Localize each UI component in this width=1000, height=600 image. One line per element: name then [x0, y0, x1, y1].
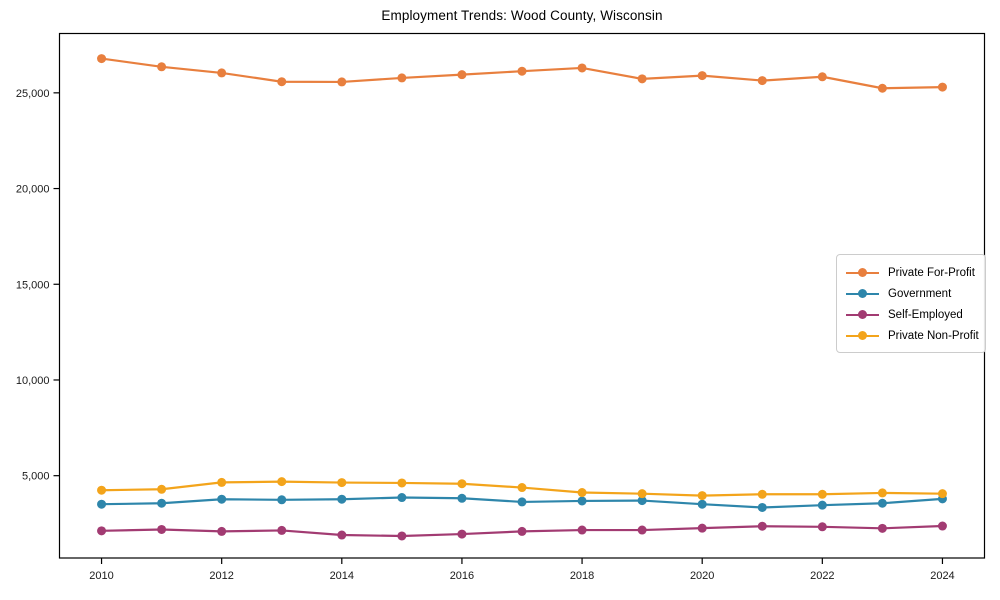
- data-point-government-2015: [397, 493, 407, 503]
- x-axis-tick-label: 2020: [690, 570, 714, 582]
- data-point-government-2018: [577, 496, 587, 506]
- data-point-self-employed-2016: [457, 529, 467, 539]
- y-axis-tick-label: 20,000: [16, 184, 50, 196]
- data-point-private-non-profit-2012: [217, 477, 227, 487]
- data-point-private-non-profit-2018: [577, 488, 587, 498]
- line-marker-swatch-icon: [846, 288, 879, 299]
- line-marker-swatch-icon: [846, 309, 879, 320]
- data-point-self-employed-2022: [817, 522, 827, 532]
- data-point-private-for-profit-2018: [577, 63, 587, 73]
- data-point-private-non-profit-2022: [817, 489, 827, 499]
- legend-item-private-non-profit: Private Non-Profit: [846, 325, 979, 346]
- data-point-private-for-profit-2011: [157, 62, 167, 72]
- legend-item-self-employed: Self-Employed: [846, 304, 976, 325]
- data-point-self-employed-2024: [937, 521, 947, 531]
- x-axis-tick-label: 2012: [209, 570, 233, 582]
- legend-item-private-for-profit: Private For-Profit: [846, 262, 976, 283]
- data-point-self-employed-2014: [337, 530, 347, 540]
- line-marker-swatch-icon: [846, 267, 879, 278]
- data-point-private-non-profit-2024: [937, 489, 947, 499]
- data-point-private-non-profit-2017: [517, 483, 527, 493]
- data-point-private-for-profit-2012: [217, 68, 227, 78]
- data-point-private-non-profit-2015: [397, 478, 407, 488]
- data-point-private-non-profit-2019: [637, 489, 647, 499]
- data-point-private-for-profit-2024: [937, 82, 947, 92]
- data-point-self-employed-2021: [757, 521, 767, 531]
- data-point-private-for-profit-2022: [817, 72, 827, 82]
- data-point-government-2014: [337, 494, 347, 504]
- data-point-self-employed-2012: [217, 526, 227, 536]
- legend-label: Private For-Profit: [888, 266, 975, 279]
- legend-label: Government: [888, 287, 952, 300]
- x-axis-tick-label: 2018: [570, 570, 594, 582]
- x-axis-tick-label: 2022: [810, 570, 834, 582]
- data-point-private-non-profit-2010: [97, 485, 107, 495]
- data-point-private-non-profit-2016: [457, 479, 467, 489]
- data-point-self-employed-2011: [157, 524, 167, 534]
- y-axis-tick-label: 5,000: [22, 471, 50, 483]
- data-point-private-for-profit-2016: [457, 70, 467, 80]
- data-point-private-non-profit-2014: [337, 478, 347, 488]
- x-axis-tick-label: 2024: [930, 570, 954, 582]
- data-point-private-for-profit-2010: [97, 54, 107, 64]
- data-point-government-2021: [757, 502, 767, 512]
- chart-title: Employment Trends: Wood County, Wisconsi…: [381, 8, 663, 23]
- data-point-self-employed-2023: [877, 523, 887, 533]
- data-point-private-non-profit-2021: [757, 489, 767, 499]
- legend-label: Self-Employed: [888, 308, 963, 321]
- data-point-government-2020: [697, 499, 707, 509]
- data-point-private-non-profit-2011: [157, 484, 167, 494]
- data-point-private-non-profit-2013: [277, 477, 287, 487]
- legend-label: Private Non-Profit: [888, 329, 979, 342]
- x-axis-tick-label: 2014: [330, 570, 354, 582]
- data-point-private-for-profit-2017: [517, 66, 527, 76]
- data-point-private-non-profit-2023: [877, 488, 887, 498]
- data-point-private-for-profit-2020: [697, 71, 707, 81]
- data-point-government-2011: [157, 498, 167, 508]
- data-point-private-for-profit-2023: [877, 83, 887, 93]
- data-point-government-2017: [517, 497, 527, 507]
- data-point-self-employed-2015: [397, 531, 407, 541]
- data-point-private-for-profit-2014: [337, 77, 347, 87]
- y-axis-tick-label: 10,000: [16, 375, 50, 387]
- data-point-self-employed-2013: [277, 525, 287, 535]
- data-point-self-employed-2017: [517, 526, 527, 536]
- line-marker-swatch-icon: [846, 330, 879, 341]
- data-point-private-for-profit-2015: [397, 73, 407, 83]
- data-point-government-2012: [217, 494, 227, 504]
- data-point-private-for-profit-2013: [277, 77, 287, 87]
- y-axis-tick-label: 25,000: [16, 88, 50, 100]
- data-point-self-employed-2010: [97, 526, 107, 536]
- data-point-government-2010: [97, 499, 107, 509]
- data-point-private-for-profit-2019: [637, 74, 647, 84]
- data-point-self-employed-2018: [577, 525, 587, 535]
- x-axis-tick-label: 2016: [450, 570, 474, 582]
- data-point-private-non-profit-2020: [697, 491, 707, 501]
- data-point-government-2023: [877, 498, 887, 508]
- legend: Private For-Profit Government Self-Emplo…: [836, 254, 986, 353]
- data-point-government-2016: [457, 493, 467, 503]
- y-axis-tick-label: 15,000: [16, 279, 50, 291]
- data-point-self-employed-2020: [697, 523, 707, 533]
- data-point-government-2019: [637, 496, 647, 506]
- data-point-government-2013: [277, 495, 287, 505]
- data-point-self-employed-2019: [637, 525, 647, 535]
- data-point-government-2022: [817, 500, 827, 510]
- data-point-private-for-profit-2021: [757, 76, 767, 86]
- x-axis-tick-label: 2010: [89, 570, 113, 582]
- legend-item-government: Government: [846, 283, 976, 304]
